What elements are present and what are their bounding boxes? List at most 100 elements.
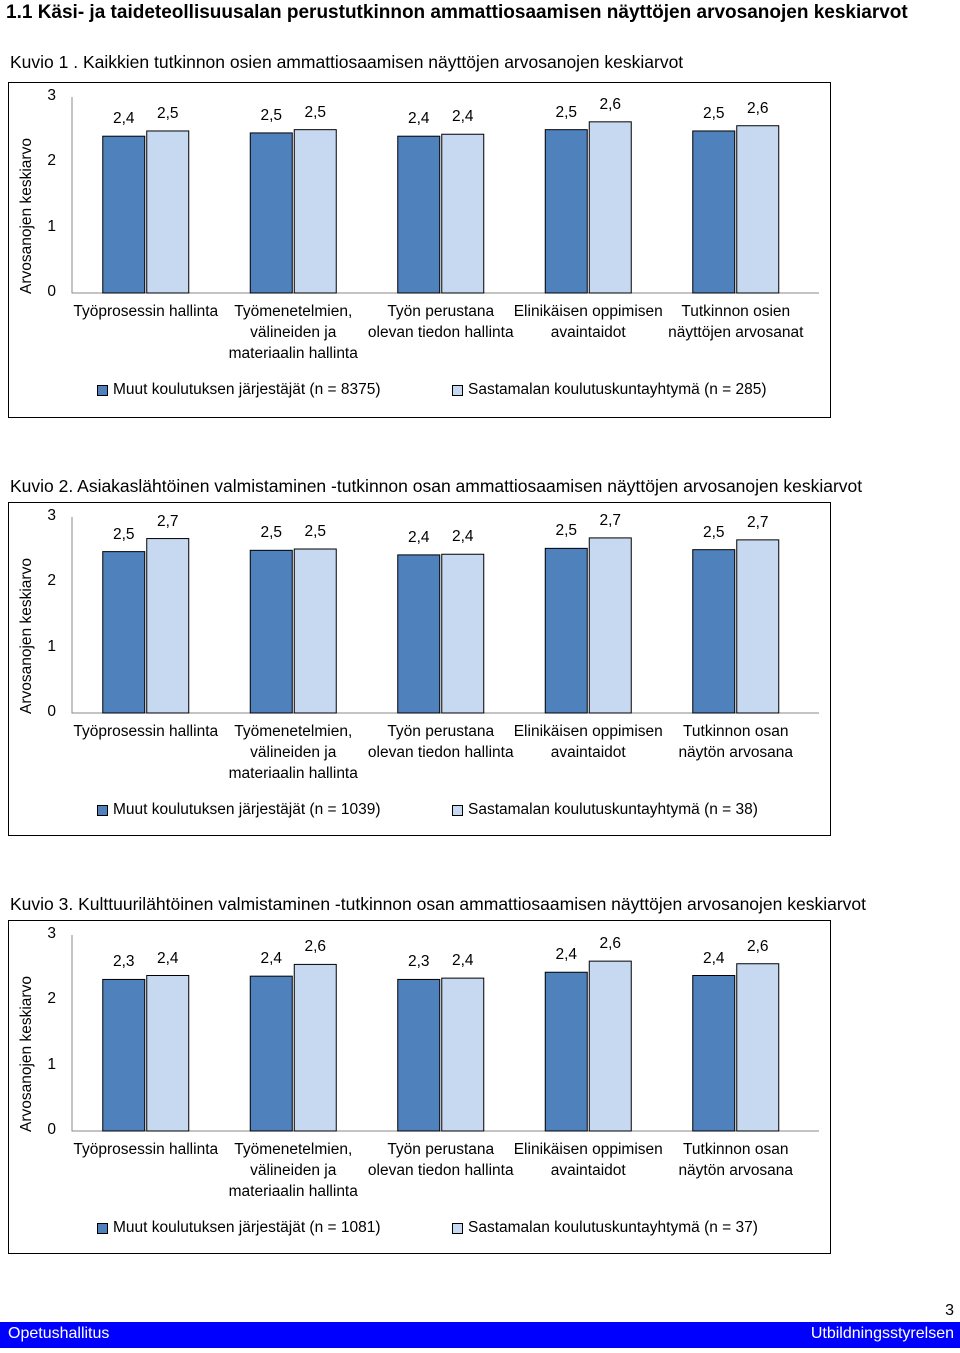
- x-category-label: Työprosessin hallinta: [73, 303, 219, 320]
- bar-value-label: 2,4: [407, 110, 430, 128]
- legend-item: Sastamalan koulutuskuntayhtymä (n = 38): [452, 801, 758, 819]
- bar-value-label: 2,5: [260, 524, 283, 542]
- caption-title: Kulttuurilähtöinen valmistaminen -tutkin…: [78, 894, 867, 914]
- x-category-label: Elinikäisen oppimisen avaintaidot: [513, 1141, 663, 1179]
- bar-value-label: 2,5: [304, 523, 327, 540]
- legend-swatch: [97, 1222, 108, 1234]
- legend-swatch: [452, 384, 463, 396]
- bar-series-2: [588, 537, 632, 714]
- bar-value-label: 2,5: [260, 106, 283, 124]
- y-tick-label: 3: [47, 925, 56, 942]
- chart-plot-area: [71, 97, 819, 294]
- bar-series-2: [588, 121, 632, 294]
- bar-series-2: [146, 538, 190, 714]
- bar-series-1: [249, 975, 293, 1132]
- bar-value-label: 2,5: [156, 104, 179, 122]
- x-category-label: Tutkinnon osien näyttöjen arvosanat: [668, 303, 804, 341]
- bar-series-1: [102, 135, 146, 294]
- y-axis-title: Arvosanojen keskiarvo: [18, 558, 35, 714]
- bar-value-label: 2,6: [599, 935, 622, 953]
- bar-series-1: [102, 551, 146, 714]
- bar-series-1: [544, 547, 588, 714]
- bar-value-label: 2,4: [156, 949, 179, 967]
- bar-value-label: 2,7: [746, 513, 769, 531]
- y-axis-title: Arvosanojen keskiarvo: [18, 976, 35, 1132]
- bar-series-1: [249, 132, 293, 294]
- bar-series-1: [544, 971, 588, 1132]
- caption-title: Asiakaslähtöinen valmistaminen -tutkinno…: [77, 476, 863, 496]
- x-category-label: Tutkinnon osan näytön arvosana: [678, 723, 794, 761]
- bar-series-2: [736, 963, 780, 1132]
- bar-series-1: [397, 978, 441, 1132]
- chart-plot-area: [71, 517, 819, 714]
- bar-value-label: 2,6: [599, 95, 622, 113]
- legend-item: Muut koulutuksen järjestäjät (n = 1039): [97, 801, 381, 819]
- y-tick-label: 0: [47, 283, 56, 300]
- bar-value-label: 2,4: [112, 110, 135, 128]
- chart-2: 0 1 2 3 Arvosanojen keskiarvo 2,5 2,7 Työproses…: [8, 502, 831, 836]
- caption-prefix: Kuvio 1 .: [10, 52, 79, 72]
- y-tick-label: 2: [47, 152, 56, 170]
- bar-series-1: [397, 135, 441, 294]
- legend-item: Muut koulutuksen järjestäjät (n = 8375): [97, 381, 381, 399]
- bar-value-label: 2,6: [746, 99, 769, 117]
- legend-label: Muut koulutuksen järjestäjät (n = 1039): [113, 801, 381, 818]
- chart-caption: Kuvio 1 . Kaikkien tutkinnon osien ammat…: [10, 52, 683, 73]
- bar-series-1: [692, 130, 736, 294]
- bar-series-2: [588, 960, 632, 1132]
- bar-series-1: [249, 549, 293, 714]
- bar-value-label: 2,5: [702, 523, 725, 541]
- y-tick-label: 1: [47, 1055, 56, 1073]
- bar-value-label: 2,4: [451, 108, 474, 126]
- bar-series-1: [102, 978, 146, 1132]
- y-axis-title: Arvosanojen keskiarvo: [18, 138, 35, 294]
- chart-caption: Kuvio 3. Kulttuurilähtöinen valmistamine…: [10, 894, 866, 915]
- page-heading: 1.1 Käsi- ja taideteollisuusalan perustu…: [6, 2, 908, 23]
- legend-label: Sastamalan koulutuskuntayhtymä (n = 37): [468, 1219, 758, 1236]
- caption-prefix: Kuvio 2.: [10, 476, 74, 496]
- y-tick-label: 2: [47, 990, 56, 1008]
- x-category-label: Tutkinnon osan näytön arvosana: [678, 1141, 794, 1179]
- y-tick-label: 1: [47, 637, 56, 655]
- bar-series-2: [441, 553, 485, 714]
- legend-swatch: [97, 384, 108, 396]
- x-category-label: Elinikäisen oppimisen avaintaidot: [513, 303, 663, 341]
- footer-bar: Opetushallitus Utbildningsstyrelsen: [0, 1322, 960, 1348]
- bar-series-2: [736, 125, 780, 294]
- bar-value-label: 2,5: [304, 103, 327, 121]
- bar-value-label: 2,6: [304, 938, 327, 956]
- bar-value-label: 2,4: [702, 949, 725, 967]
- bar-value-label: 2,4: [451, 528, 474, 546]
- caption-title: Kaikkien tutkinnon osien ammattiosaamise…: [82, 52, 684, 72]
- legend-label: Sastamalan koulutuskuntayhtymä (n = 38): [468, 801, 758, 818]
- legend-label: Sastamalan koulutuskuntayhtymä (n = 285): [468, 381, 767, 398]
- bar-series-2: [293, 963, 337, 1132]
- bar-series-2: [293, 129, 337, 294]
- legend-item: Sastamalan koulutuskuntayhtymä (n = 37): [452, 1219, 758, 1237]
- x-category-label: Työn perustana olevan tiedon hallinta: [367, 723, 514, 761]
- y-tick-label: 1: [47, 217, 56, 235]
- caption-prefix: Kuvio 3.: [10, 894, 74, 914]
- footer-right-link[interactable]: Utbildningsstyrelsen: [810, 1325, 954, 1342]
- bar-value-label: 2,5: [112, 525, 135, 543]
- bar-value-label: 2,7: [599, 511, 622, 529]
- bar-value-label: 2,4: [407, 528, 430, 546]
- bar-series-2: [146, 975, 190, 1132]
- x-category-label: Työmenetelmien, välineiden ja materiaali…: [228, 303, 358, 362]
- y-tick-label: 0: [47, 1121, 56, 1138]
- footer-left-link[interactable]: Opetushallitus: [8, 1325, 110, 1342]
- legend-label: Muut koulutuksen järjestäjät (n = 8375): [113, 381, 381, 398]
- bar-series-1: [397, 554, 441, 714]
- bar-series-2: [441, 133, 485, 294]
- chart-caption: Kuvio 2. Asiakaslähtöinen valmistaminen …: [10, 476, 862, 497]
- x-category-label: Työprosessin hallinta: [73, 1141, 219, 1158]
- bar-value-label: 2,5: [702, 104, 725, 122]
- bar-value-label: 2,4: [555, 946, 578, 964]
- legend-label: Muut koulutuksen järjestäjät (n = 1081): [113, 1219, 381, 1236]
- chart-plot-area: [71, 935, 819, 1132]
- bar-value-label: 2,4: [451, 952, 474, 970]
- bar-series-2: [441, 977, 485, 1132]
- bar-value-label: 2,5: [555, 522, 578, 540]
- x-category-label: Työmenetelmien, välineiden ja materiaali…: [228, 1141, 358, 1200]
- bar-value-label: 2,3: [407, 953, 430, 971]
